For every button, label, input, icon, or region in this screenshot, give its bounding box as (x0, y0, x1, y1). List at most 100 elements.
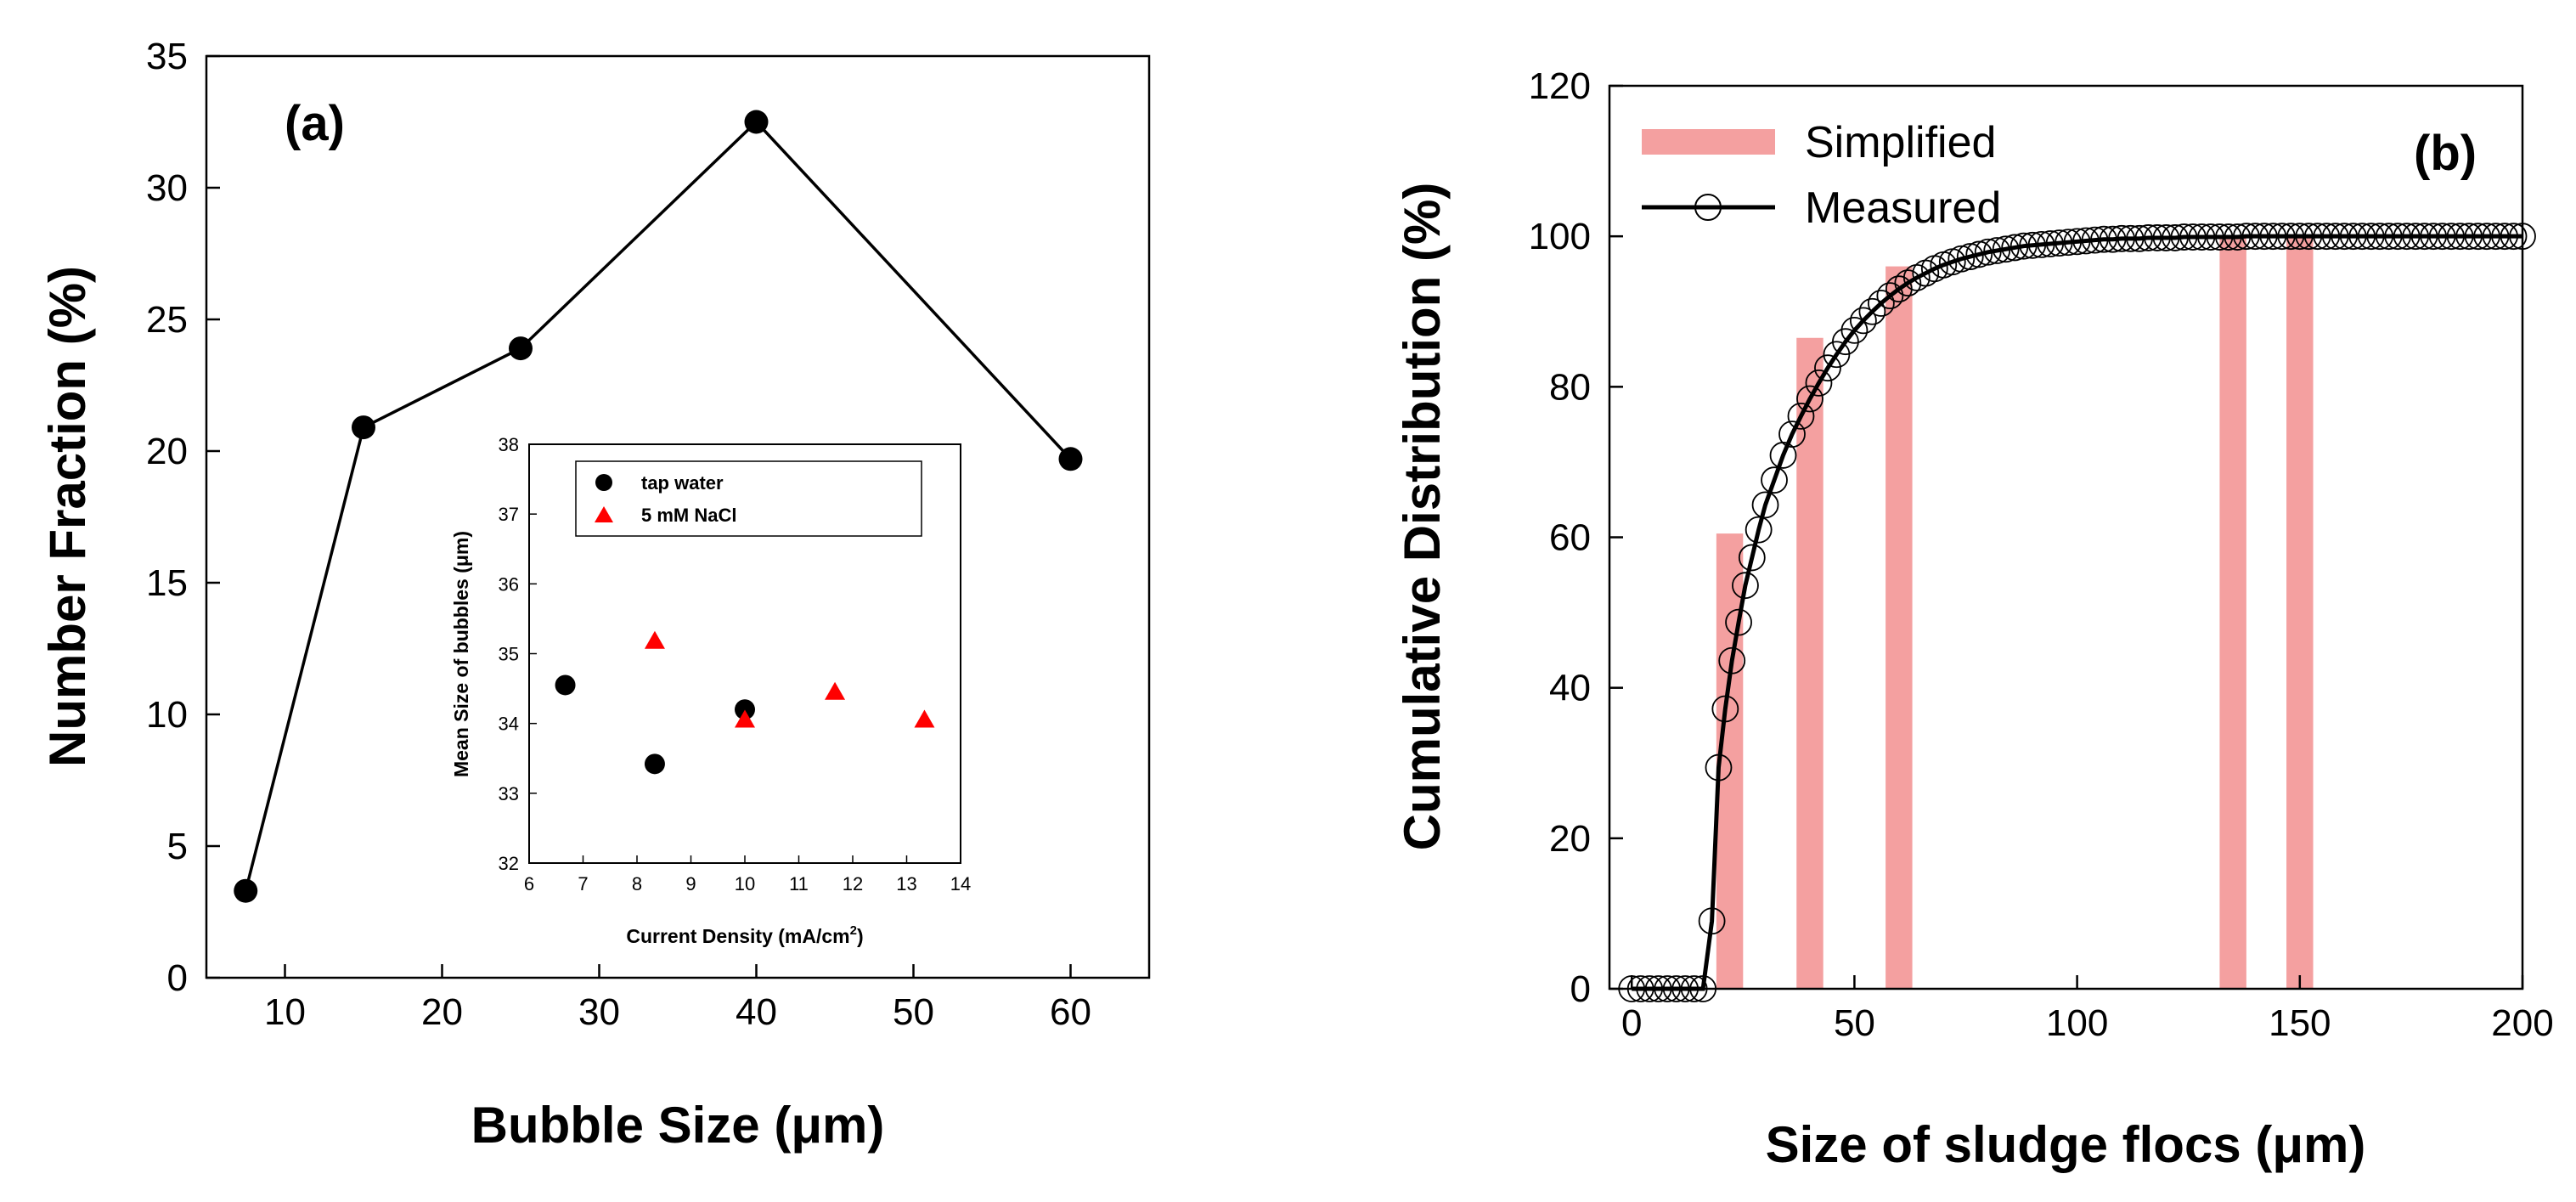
measured-point (2277, 223, 2305, 251)
y-tick-label-120: 120 (1529, 65, 1591, 107)
x-tick-label-150: 150 (2269, 1002, 2331, 1044)
panel-b-line (1632, 234, 2522, 991)
measured-point (2090, 225, 2117, 253)
panel-a-label: (a) (285, 96, 345, 151)
simplified-bar (1885, 266, 1913, 990)
measured-point (1718, 646, 1746, 674)
measured-point (2224, 223, 2252, 251)
measured-point (2446, 223, 2474, 251)
y-tick-label-60: 60 (1549, 517, 1591, 559)
measured-point (1761, 466, 1788, 494)
data-point (1058, 447, 1083, 471)
measured-point (2108, 224, 2135, 252)
measured-point (2081, 226, 2109, 254)
measured-point (1751, 491, 1779, 519)
panel-b: 0 50 100 150 200 0 20 40 60 80 100 120 (b) Size of… (1394, 65, 2554, 1173)
panel-a-x-axis-title: Bubble Size (μm) (471, 1097, 885, 1154)
panel-a: 10 20 30 40 50 60 0 5 10 15 20 25 30 35 (a) Bubble S… (39, 36, 1151, 1154)
y-tick-label-25: 25 (146, 299, 188, 341)
measured-point (2482, 223, 2510, 251)
inset-point-nacl (644, 630, 665, 649)
measured-point (2126, 224, 2153, 252)
panel-b-x-axis-title: Size of sludge flocs (μm) (1766, 1116, 2366, 1173)
measured-point (2063, 228, 2091, 256)
data-point (352, 415, 375, 440)
measured-point (1876, 282, 1904, 310)
y-tick-label-30: 30 (146, 167, 188, 209)
legend-measured-marker (1694, 194, 1722, 221)
measured-point (2455, 223, 2483, 251)
measured-point (1948, 245, 1976, 273)
legend-nacl-marker (595, 506, 613, 522)
panel-b-markers (1618, 223, 2536, 1002)
inset-legend: tap water 5 mM NaCl (575, 460, 922, 537)
measured-point (1992, 235, 2020, 263)
y-tick-label-35: 35 (146, 36, 188, 77)
measured-point (1867, 290, 1895, 317)
data-point (744, 110, 769, 134)
x-tick-label-50: 50 (893, 991, 934, 1033)
measured-point (2215, 223, 2242, 251)
measured-point (2027, 231, 2055, 258)
measured-point (2384, 223, 2412, 251)
inset-point-nacl (825, 681, 846, 700)
y-tick-label-5: 5 (167, 826, 188, 867)
inset-point-tap-water (735, 699, 755, 720)
measured-point (2410, 223, 2438, 251)
measured-point (2321, 223, 2349, 251)
data-point (509, 336, 533, 361)
x-tick-label-50: 50 (1834, 1002, 1875, 1044)
measured-point (2313, 223, 2341, 251)
measured-point (1894, 269, 1922, 296)
inset-y-tick-label-36: 36 (499, 573, 519, 595)
measured-point (2099, 225, 2127, 253)
panel-b-legend: Simplified Measured (1642, 118, 2001, 233)
inset-point-nacl (735, 709, 755, 728)
legend-simplified-label: Simplified (1805, 118, 1996, 167)
inset-x-tick-label-9: 9 (685, 873, 696, 894)
inset-x-tick-label-8: 8 (632, 873, 642, 894)
panel-b-axes-frame (1608, 84, 2524, 990)
measured-point (2232, 223, 2260, 251)
panel-a-inset: 6 7 8 9 10 11 12 13 14 32 33 34 35 36 37 38 tap water … (450, 434, 971, 947)
measured-point (2420, 223, 2448, 251)
measured-point (2117, 224, 2145, 252)
measured-point (2402, 223, 2430, 251)
measured-point (2331, 223, 2359, 251)
inset-y-ticks: 32 33 34 35 36 37 38 (499, 434, 537, 874)
measured-point (1705, 753, 1733, 782)
inset-y-axis-title: Mean Size of bubbles (μm) (450, 531, 472, 777)
x-tick-label-40: 40 (736, 991, 777, 1033)
measured-point (1956, 243, 1984, 270)
measured-point (2428, 223, 2456, 251)
measured-point (1778, 420, 1806, 449)
measured-point (2339, 223, 2367, 251)
measured-point (2144, 224, 2171, 251)
measured-point (1974, 238, 2002, 266)
inset-y-tick-label-32: 32 (499, 853, 519, 874)
measured-point (2393, 223, 2421, 251)
inset-point-tap-water (644, 753, 665, 775)
panel-a-markers (234, 110, 1083, 903)
legend-tap-water-marker (595, 474, 612, 491)
inset-y-tick-label-35: 35 (499, 644, 519, 665)
measured-point (2019, 231, 2047, 259)
legend-tap-water-label: tap water (641, 472, 724, 494)
measured-point (2206, 223, 2234, 251)
inset-x-axis-title-main: Current Density (mA/cm (626, 925, 849, 947)
measured-point (2473, 223, 2500, 251)
y-tick-label-10: 10 (146, 694, 188, 736)
measured-point (2438, 223, 2465, 251)
measured-point (1965, 240, 1993, 268)
measured-point (2500, 223, 2528, 251)
measured-point (1711, 695, 1739, 723)
measured-point (1745, 516, 1773, 544)
measured-point (2250, 223, 2278, 251)
measured-point (2375, 223, 2403, 251)
legend-measured-label: Measured (1805, 183, 2001, 233)
measured-point (2170, 223, 2198, 251)
inset-legend-box (575, 460, 922, 537)
inset-y-tick-label-33: 33 (499, 783, 519, 804)
x-tick-label-10: 10 (264, 991, 306, 1033)
measured-point (1840, 316, 1869, 344)
